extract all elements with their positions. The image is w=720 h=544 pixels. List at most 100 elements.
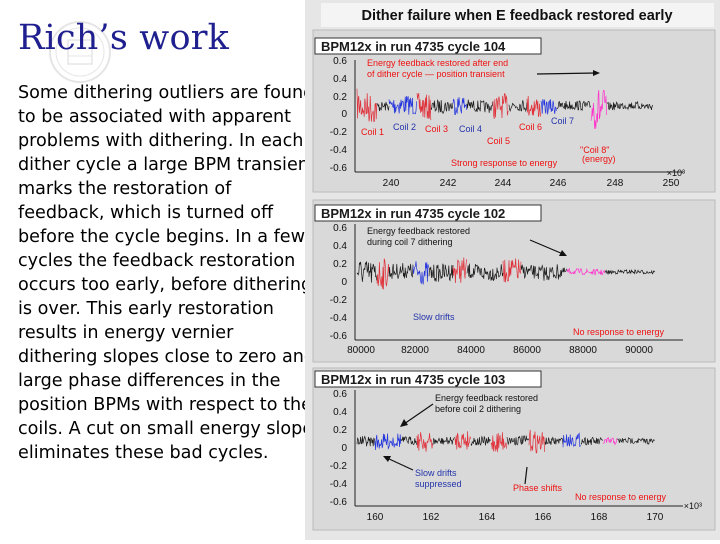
annotation-text: No response to energy: [573, 327, 665, 337]
black-trace-segment: [616, 437, 656, 445]
black-trace-segment: [400, 436, 417, 445]
annotation-text: "Coil 8": [580, 145, 609, 155]
annotation-text: No response to energy: [575, 492, 667, 502]
red-trace-segment: [502, 258, 522, 283]
annotation-arrowhead: [593, 70, 600, 76]
panel-cycle-104: BPM12x in run 4735 cycle 104 0.6 0.4 0.2…: [312, 29, 716, 193]
body-paragraph: Some dithering outliers are found to be …: [18, 83, 316, 463]
red-trace-segment: [416, 92, 432, 121]
dither-figure: Dither failure when E feedback restored …: [305, 0, 720, 540]
x-exponent-label: ×10³: [684, 501, 702, 511]
y-tick-label: -0.4: [330, 479, 348, 490]
annotation-text: suppressed: [415, 479, 462, 489]
y-tick-label: 0: [341, 109, 347, 120]
x-tick-label: 166: [535, 512, 552, 523]
annotation-arrow: [524, 466, 528, 485]
black-trace-segment: [470, 435, 491, 446]
y-tick-label: 0.2: [333, 425, 347, 436]
red-trace-segment: [454, 431, 471, 450]
y-tick-labels: 0.6 0.4 0.2 0 -0.2 -0.4 -0.6: [330, 223, 348, 342]
y-tick-label: 0: [341, 277, 347, 288]
annotation-arrow: [386, 457, 414, 471]
y-tick-label: -0.6: [330, 331, 348, 342]
y-tick-label: 0.4: [333, 407, 347, 418]
x-tick-label: 170: [647, 512, 664, 523]
black-trace-segment: [520, 264, 542, 280]
y-tick-label: 0.4: [333, 74, 347, 85]
annotation-text: Coil 7: [551, 116, 574, 126]
red-trace-segment: [376, 258, 390, 290]
y-tick-label: -0.6: [330, 497, 348, 508]
y-tick-label: 0.6: [333, 56, 347, 67]
red-trace-segment: [452, 257, 468, 284]
x-tick-label: 168: [591, 512, 608, 523]
x-tick-labels: 240 242 244 246 248 250: [383, 178, 680, 189]
trace: [356, 257, 656, 290]
annotation-arrow: [403, 403, 434, 425]
university-seal-watermark: [49, 21, 111, 83]
black-trace-segment: [356, 435, 376, 447]
magenta-trace-segment: [602, 436, 618, 446]
blue-trace-segment: [374, 433, 402, 451]
annotation-text: Strong response to energy: [451, 158, 558, 168]
black-trace-segment: [540, 264, 563, 281]
black-trace-segment: [376, 101, 390, 112]
annotation-text: Coil 5: [487, 136, 510, 146]
figure-title: Dither failure when E feedback restored …: [361, 8, 672, 24]
black-trace-segment: [562, 267, 567, 273]
annotation-text: Slow drifts: [415, 468, 457, 478]
y-tick-label: -0.2: [330, 295, 348, 306]
blue-trace-segment: [388, 96, 417, 115]
annotation-arrowhead: [559, 250, 567, 256]
blue-trace-segment: [412, 261, 429, 285]
annotation-text: Coil 4: [459, 124, 482, 134]
annotation-arrow: [529, 239, 564, 255]
panel-title-box: [314, 37, 542, 55]
panel-frame: [312, 199, 716, 363]
annotations: Energy feedback restored before coil 2 d…: [383, 393, 667, 502]
blue-trace-segment: [562, 432, 581, 448]
magenta-trace-segment: [566, 268, 606, 276]
y-tick-label: 0.6: [333, 223, 347, 234]
annotation-arrow: [536, 72, 597, 75]
y-tick-label: 0.4: [333, 241, 347, 252]
panel-title-box: [314, 370, 542, 388]
y-tick-label: 0: [341, 443, 347, 454]
annotation-text: Energy feedback restored: [435, 393, 538, 403]
red-trace-segment: [528, 429, 545, 454]
black-trace-segment: [430, 99, 453, 114]
x-tick-label: 86000: [513, 345, 541, 356]
panel-cycle-103: BPM12x in run 4735 cycle 103 0.6 0.4 0.2…: [312, 367, 716, 531]
annotation-text: (energy): [582, 154, 616, 164]
x-tick-label: 242: [440, 178, 457, 189]
annotations: Energy feedback restored during coil 7 d…: [367, 226, 665, 337]
x-tick-label: 248: [607, 178, 624, 189]
y-tick-label: 0.2: [333, 259, 347, 270]
trace: [356, 429, 656, 454]
y-tick-label: -0.4: [330, 313, 348, 324]
black-trace-segment: [508, 100, 528, 113]
y-tick-label: 0.6: [333, 389, 347, 400]
black-trace-segment: [580, 436, 603, 446]
black-trace-segment: [466, 99, 494, 113]
red-trace-segment: [356, 88, 378, 122]
x-tick-label: 164: [479, 512, 496, 523]
x-tick-label: 90000: [625, 345, 653, 356]
black-trace-segment: [432, 436, 455, 445]
annotation-text: Slow drifts: [413, 312, 455, 322]
annotation-text: Coil 3: [425, 124, 448, 134]
panel-frame: [312, 367, 716, 531]
panel-title-box: [314, 204, 542, 222]
annotation-text: of dither cycle — position transient: [367, 69, 505, 79]
red-trace-segment: [416, 432, 433, 452]
figure-title-bar: [321, 3, 714, 27]
x-tick-label: 246: [550, 178, 567, 189]
black-trace-segment: [606, 100, 653, 111]
black-trace-segment: [544, 436, 564, 445]
annotation-text: during coil 7 dithering: [367, 237, 453, 247]
x-tick-label: 160: [367, 512, 384, 523]
y-tick-label: 0.2: [333, 92, 347, 103]
panel-frame: [312, 29, 716, 193]
x-tick-labels: 160 162 164 166 168 170: [367, 512, 664, 523]
y-tick-labels: 0.6 0.4 0.2 0 -0.2 -0.4 -0.6: [330, 389, 348, 508]
